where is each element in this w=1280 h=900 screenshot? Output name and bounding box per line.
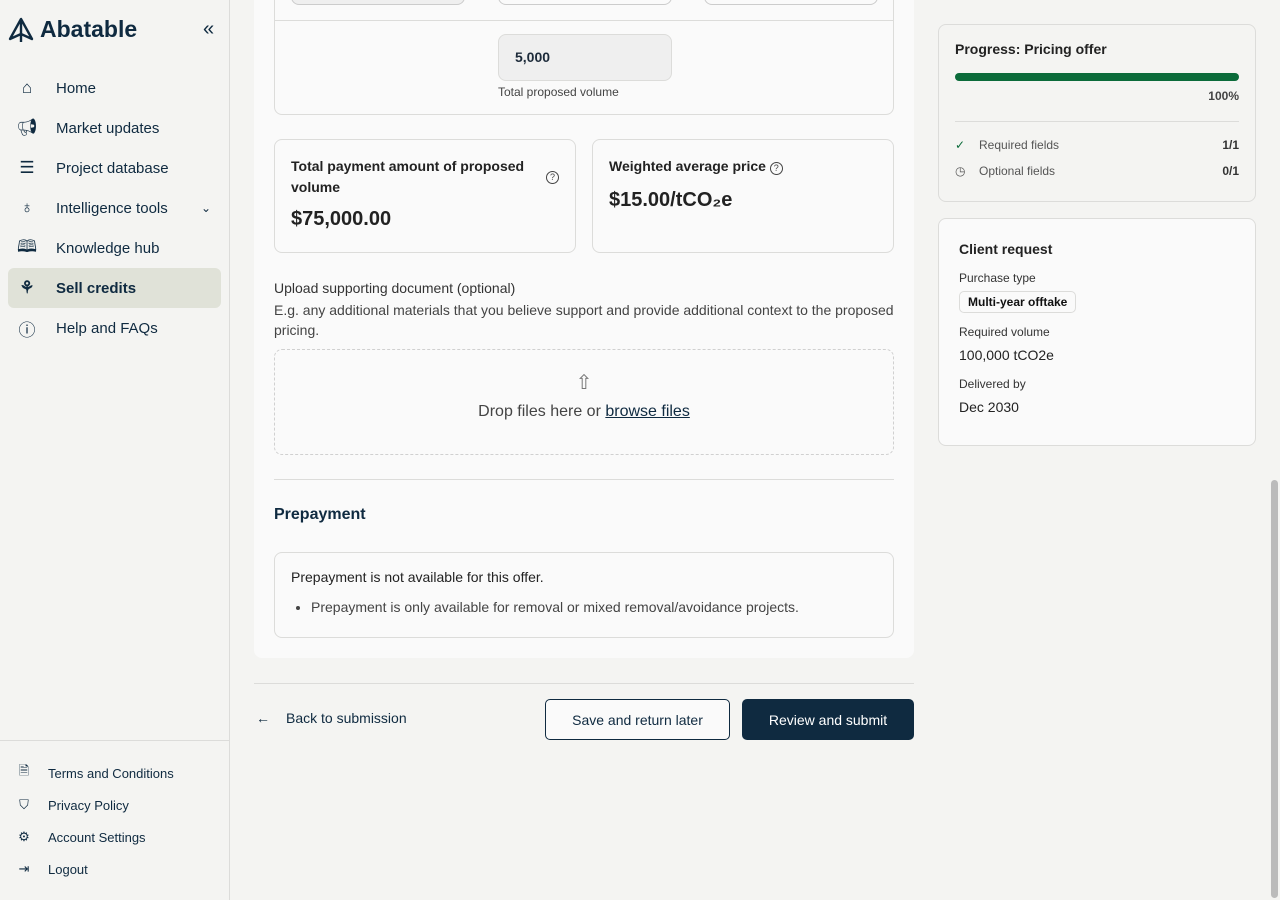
logo[interactable]: Abatable: [8, 16, 137, 43]
sidebar-item-label: Market updates: [56, 119, 160, 137]
list-icon: ☰: [19, 158, 35, 177]
cloud-upload-icon: ⇧: [575, 372, 593, 394]
sidebar-item-label: Home: [56, 79, 97, 97]
upload-description: E.g. any additional materials that you b…: [274, 302, 894, 338]
volume-input-stub[interactable]: [291, 0, 465, 5]
sidebar-item-home[interactable]: ⌂ Home: [8, 68, 221, 108]
logout-link[interactable]: ⇥ Logout: [0, 853, 229, 885]
sprout-icon: ⚘: [19, 278, 35, 297]
sidebar-item-intelligence-tools[interactable]: ♁ Intelligence tools ⌄: [8, 188, 221, 228]
review-and-submit-button[interactable]: Review and submit: [742, 699, 914, 740]
purchase-type-label: Purchase type: [959, 271, 1036, 285]
client-request-title: Client request: [959, 241, 1053, 257]
total-payment-value: $75,000.00: [291, 208, 392, 230]
required-fields-row: ✓ Required fields 1/1: [955, 132, 1239, 158]
footer-label: Account Settings: [48, 829, 146, 845]
purchase-type-badge: Multi-year offtake: [959, 291, 1077, 313]
sidebar: Abatable « ⌂ Home 📢︎ Market updates ☰ Proje…: [0, 0, 230, 900]
client-request-panel: Client request Purchase type Multi-year …: [938, 218, 1256, 446]
required-count: 1/1: [1222, 138, 1239, 152]
abatable-logo-icon: [8, 17, 34, 42]
megaphone-icon: 📢︎: [16, 118, 38, 137]
upload-title: Upload supporting document (optional): [274, 280, 516, 296]
drop-text: Drop files here or: [478, 403, 606, 420]
logout-icon: ⇥: [18, 861, 30, 876]
volume-section: 5,000 Total proposed volume: [274, 0, 894, 115]
scrollbar[interactable]: [1271, 480, 1278, 898]
account-settings-link[interactable]: ⚙ Account Settings: [0, 821, 229, 853]
sidebar-item-project-database[interactable]: ☰ Project database: [8, 148, 221, 188]
lightbulb-icon: ♁: [20, 198, 34, 217]
collapse-sidebar-icon[interactable]: «: [203, 18, 215, 40]
total-payment-title: Total payment amount of proposed volume: [291, 158, 525, 195]
sidebar-item-label: Help and FAQs: [56, 319, 158, 337]
sidebar-footer: 🗎 Terms and Conditions ⛉ Privacy Policy ⚙ A…: [0, 740, 229, 885]
weighted-price-card: Weighted average price ? $15.00/tCO₂e: [592, 139, 894, 253]
footer-label: Logout: [48, 861, 88, 877]
optional-label: Optional fields: [979, 164, 1056, 178]
progress-bar-fill: [955, 73, 1239, 81]
arrow-left-icon: ←: [256, 710, 270, 726]
clock-icon: ◷: [955, 164, 966, 178]
prepayment-heading: Prepayment: [274, 506, 366, 523]
sidebar-item-label: Project database: [56, 159, 169, 177]
terms-link[interactable]: 🗎 Terms and Conditions: [0, 757, 229, 789]
file-dropzone[interactable]: ⇧ Drop files here or browse files: [274, 349, 894, 455]
total-volume-field: 5,000: [498, 34, 672, 81]
pricing-form: 5,000 Total proposed volume Total paymen…: [254, 0, 914, 658]
optional-fields-row: ◷ Optional fields 0/1: [955, 158, 1239, 184]
optional-count: 0/1: [1222, 164, 1239, 178]
total-payment-card: Total payment amount of proposed volume …: [274, 139, 576, 253]
sidebar-item-market-updates[interactable]: 📢︎ Market updates: [8, 108, 221, 148]
shield-icon: ⛉: [19, 797, 29, 812]
sidebar-item-sell-credits[interactable]: ⚘ Sell credits: [8, 268, 221, 308]
divider: [955, 121, 1239, 122]
divider: [254, 683, 914, 684]
delivered-by-label: Delivered by: [959, 377, 1026, 391]
progress-panel: Progress: Pricing offer 100% ✓ Required f…: [938, 24, 1256, 202]
book-icon: 🕮︎: [16, 236, 38, 256]
price-input-stub[interactable]: [498, 0, 672, 5]
required-volume-label: Required volume: [959, 325, 1050, 339]
help-icon: ⓘ: [18, 320, 36, 340]
sidebar-item-label: Knowledge hub: [56, 239, 160, 257]
prepayment-notice: Prepayment is not available for this off…: [274, 552, 894, 638]
help-icon[interactable]: ?: [769, 162, 783, 175]
sidebar-item-help[interactable]: ⓘ Help and FAQs: [8, 308, 221, 348]
check-icon: ✓: [955, 138, 966, 152]
sidebar-nav: ⌂ Home 📢︎ Market updates ☰ Project database…: [8, 68, 221, 348]
prepayment-message: Prepayment is not available for this off…: [291, 569, 544, 585]
privacy-link[interactable]: ⛉ Privacy Policy: [0, 789, 229, 821]
required-label: Required fields: [979, 138, 1060, 152]
sidebar-item-label: Sell credits: [56, 279, 137, 297]
brand-name: Abatable: [40, 16, 138, 42]
required-volume-value: 100,000 tCO2e: [959, 347, 1054, 363]
save-and-return-button[interactable]: Save and return later: [545, 699, 730, 740]
chevron-down-icon[interactable]: ⌄: [200, 201, 211, 215]
divider: [275, 20, 893, 21]
sidebar-item-label: Intelligence tools: [56, 199, 168, 217]
back-to-submission-link[interactable]: ← Back to submission: [256, 710, 407, 726]
help-icon[interactable]: ?: [546, 170, 559, 184]
weighted-price-value: $15.00/tCO₂e: [609, 189, 733, 211]
prepayment-bullet: Prepayment is only available for removal…: [311, 599, 877, 615]
total-volume-label: Total proposed volume: [498, 85, 619, 99]
back-label: Back to submission: [286, 710, 407, 726]
progress-bar: [955, 73, 1239, 81]
footer-label: Terms and Conditions: [48, 765, 174, 781]
browse-files-link[interactable]: browse files: [605, 403, 690, 420]
delivered-by-value: Dec 2030: [959, 399, 1019, 415]
footer-label: Privacy Policy: [48, 797, 129, 813]
progress-percent: 100%: [1208, 89, 1239, 103]
progress-title: Progress: Pricing offer: [955, 41, 1107, 57]
divider: [274, 479, 894, 480]
sidebar-item-knowledge-hub[interactable]: 🕮︎ Knowledge hub: [8, 228, 221, 268]
home-icon: ⌂: [21, 78, 33, 97]
gear-icon: ⚙: [18, 829, 30, 844]
year-input-stub[interactable]: [704, 0, 878, 5]
weighted-price-title: Weighted average price: [609, 158, 766, 174]
document-icon: 🗎: [18, 763, 30, 778]
